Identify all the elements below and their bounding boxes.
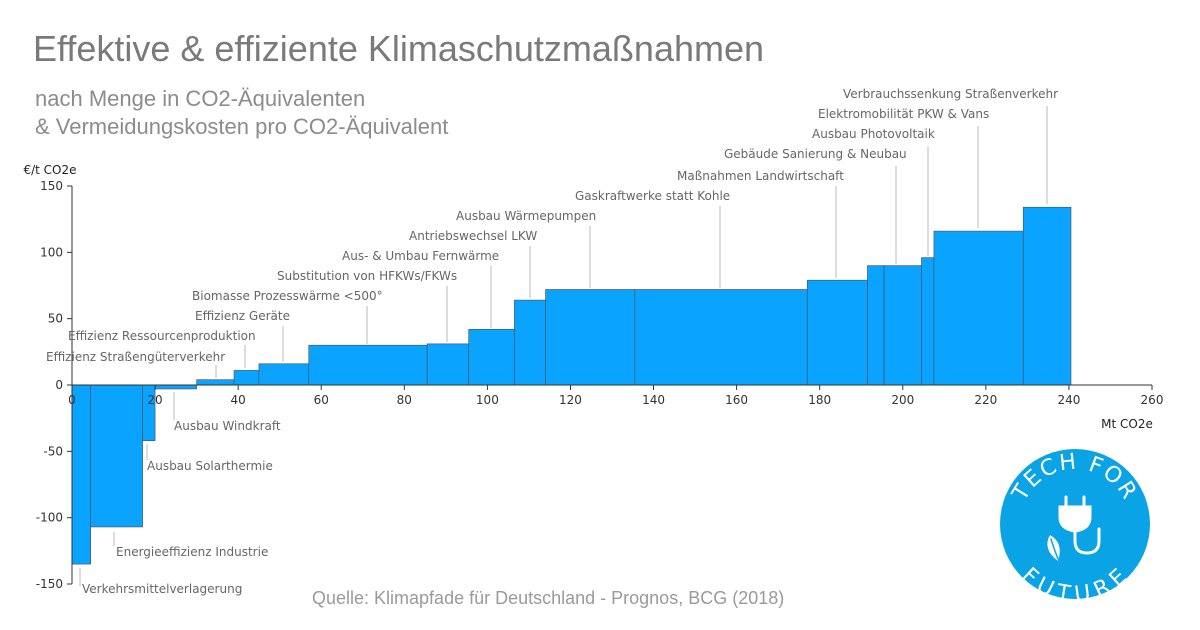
y-tick-label-4: -50 (43, 444, 63, 458)
measure-label-14: Gebäude Sanierung & Neubau (724, 147, 907, 161)
measure-label-9: Aus- & Umbau Fernwärme (342, 249, 499, 263)
chart-title: Effektive & effiziente Klimaschutzmaßnah… (33, 28, 765, 69)
y-axis-label: €/t CO2e (23, 163, 76, 177)
source-note: Quelle: Klimapfade für Deutschland - Pro… (312, 588, 785, 608)
bar-14 (867, 265, 885, 386)
x-tick-label-3: 60 (314, 393, 329, 407)
bar-0 (71, 384, 91, 565)
bar-1 (90, 384, 143, 528)
y-tick-label-6: -150 (36, 577, 63, 591)
bar-15 (883, 265, 922, 386)
measure-label-18: Verbrauchssenkung Straßenverkehr (843, 87, 1058, 101)
measure-label-12: Gaskraftwerke statt Kohle (575, 189, 730, 203)
measure-label-17: Elektromobilität PKW & Vans (818, 107, 989, 121)
bar-8 (426, 343, 469, 386)
chart-subtitle-line-1: nach Menge in CO2-Äquivalenten (35, 86, 366, 111)
y-tick-label-3: 0 (55, 378, 63, 392)
y-tick-label-0: 150 (40, 179, 63, 193)
measure-label-13: Maßnahmen Landwirtschaft (677, 169, 844, 183)
y-tick-label-1: 100 (40, 245, 63, 259)
x-tick-label-0: 0 (68, 393, 76, 407)
bar-5 (233, 370, 260, 386)
bar-12 (634, 289, 808, 386)
tech-for-future-logo: TECH FOR FUTURE (1000, 449, 1150, 608)
x-tick-label-13: 260 (1141, 393, 1164, 407)
measure-label-7: Biomasse Prozesswärme <500° (192, 289, 383, 303)
measure-label-3: Ausbau Windkraft (174, 419, 281, 433)
bar-16 (921, 257, 935, 386)
measure-label-10: Antriebswechsel LKW (409, 229, 537, 243)
measure-label-4: Effizienz Straßengüterverkehr (46, 350, 225, 364)
x-tick-label-2: 40 (231, 393, 246, 407)
measure-label-1: Energieeffizienz Industrie (116, 545, 268, 559)
y-tick-label-2: 50 (48, 312, 63, 326)
measure-label-5: Effizienz Ressourcenproduktion (68, 329, 256, 343)
x-tick-label-6: 120 (559, 393, 582, 407)
chart-subtitle-line-2: & Vermeidungskosten pro CO2-Äquivalent (35, 114, 449, 139)
bar-4 (196, 379, 235, 386)
measure-label-8: Substitution von HFKWs/FKWs (277, 269, 457, 283)
x-tick-label-12: 240 (1057, 393, 1080, 407)
plug-leaf-icon (1047, 495, 1101, 561)
x-tick-label-1: 20 (147, 393, 162, 407)
x-tick-label-11: 220 (974, 393, 997, 407)
measure-label-11: Ausbau Wärmepumpen (456, 209, 596, 223)
bar-13 (806, 279, 868, 386)
bar-18 (1022, 206, 1072, 386)
bar-17 (933, 230, 1024, 386)
x-tick-label-10: 200 (891, 393, 914, 407)
bar-10 (514, 299, 546, 386)
y-tick-label-5: -100 (36, 511, 63, 525)
measure-label-16: Ausbau Photovoltaik (812, 127, 935, 141)
measure-label-2: Ausbau Solarthermie (147, 459, 273, 473)
x-tick-label-7: 140 (642, 393, 665, 407)
x-tick-label-9: 180 (808, 393, 831, 407)
bar-6 (258, 363, 310, 386)
x-tick-label-5: 100 (476, 393, 499, 407)
bar-11 (545, 289, 636, 386)
bar-3 (154, 384, 197, 390)
x-axis-label: Mt CO2e (1101, 417, 1153, 431)
x-tick-label-8: 160 (725, 393, 748, 407)
bar-7 (308, 344, 428, 386)
measure-label-0: Verkehrsmittelverlagerung (82, 582, 242, 596)
x-tick-label-4: 80 (397, 393, 412, 407)
measure-label-6: Effizienz Geräte (195, 309, 290, 323)
bar-9 (468, 328, 515, 386)
